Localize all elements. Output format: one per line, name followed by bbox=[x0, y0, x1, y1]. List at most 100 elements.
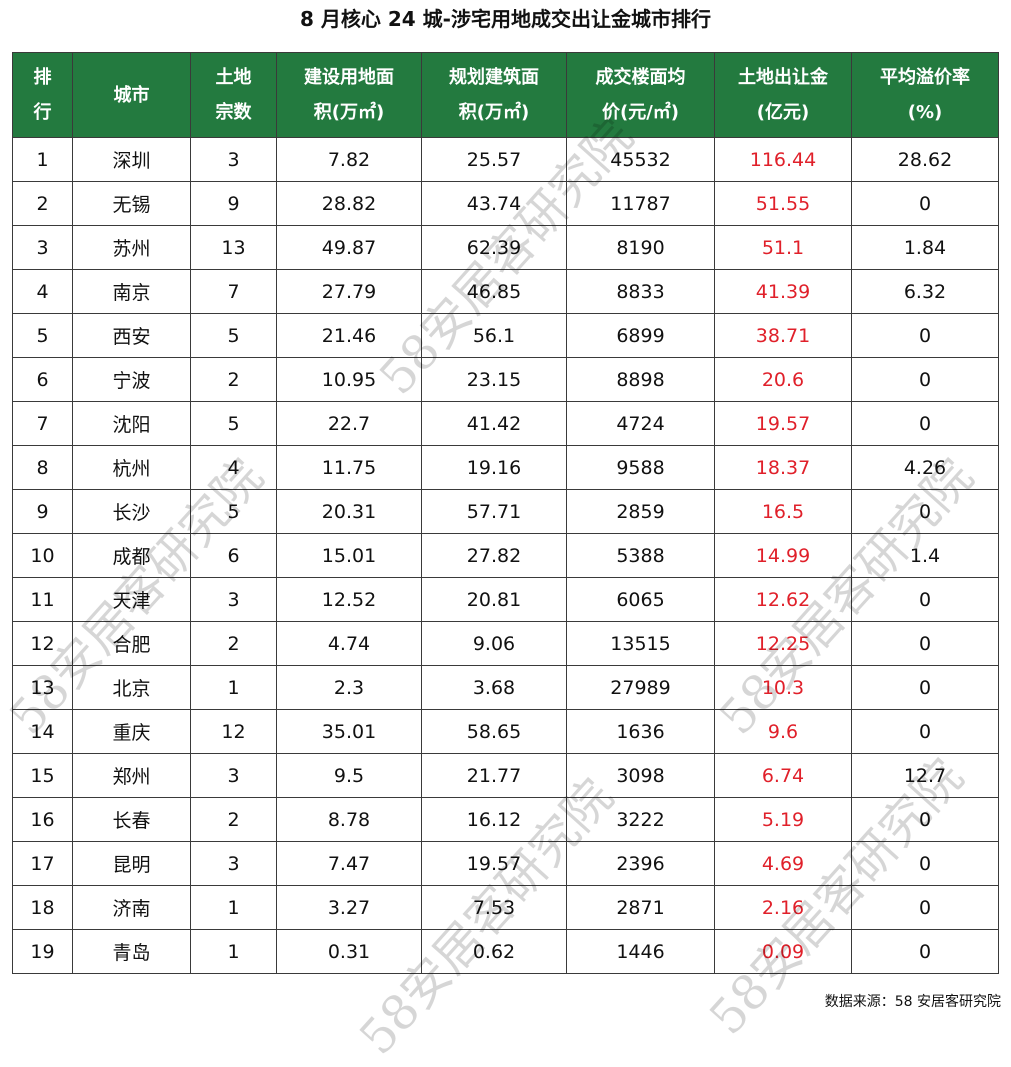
cell-site-area: 15.01 bbox=[276, 533, 422, 578]
cell-avg-floor-price: 4724 bbox=[566, 401, 715, 446]
cell-premium-rate: 1.4 bbox=[851, 533, 999, 578]
cell-transfer-fee: 14.99 bbox=[714, 533, 852, 578]
table-row: 11 天津 3 12.52 20.81 6065 12.62 0 bbox=[12, 577, 999, 622]
cell-parcel-count: 3 bbox=[190, 753, 277, 798]
cell-city: 沈阳 bbox=[72, 401, 191, 446]
cell-site-area: 7.82 bbox=[276, 137, 422, 182]
cell-premium-rate: 12.7 bbox=[851, 753, 999, 798]
cell-premium-rate: 0 bbox=[851, 797, 999, 842]
cell-rank: 8 bbox=[12, 445, 73, 490]
cell-transfer-fee: 116.44 bbox=[714, 137, 852, 182]
land-ranking-table: 排行城市 土地 宗数 建设用地面 积(万㎡) 规划建筑面 积(万㎡) 成交楼面均 价(元/㎡) 土… bbox=[12, 52, 999, 974]
cell-city: 青岛 bbox=[72, 929, 191, 974]
cell-rank: 6 bbox=[12, 357, 73, 402]
table-row: 5 西安 5 21.46 56.1 6899 38.71 0 bbox=[12, 313, 999, 358]
cell-premium-rate: 0 bbox=[851, 489, 999, 534]
cell-transfer-fee: 19.57 bbox=[714, 401, 852, 446]
cell-avg-floor-price: 45532 bbox=[566, 137, 715, 182]
header-site-area-line: 积(万㎡) bbox=[313, 102, 385, 123]
cell-transfer-fee: 38.71 bbox=[714, 313, 852, 358]
cell-parcel-count: 1 bbox=[190, 885, 277, 930]
table-row: 3 苏州 13 49.87 62.39 8190 51.1 1.84 bbox=[12, 225, 999, 270]
cell-transfer-fee: 20.6 bbox=[714, 357, 852, 402]
header-avg-floor-price-line: 成交楼面均 bbox=[595, 67, 686, 88]
table-row: 18 济南 1 3.27 7.53 2871 2.16 0 bbox=[12, 885, 999, 930]
cell-transfer-fee: 16.5 bbox=[714, 489, 852, 534]
cell-site-area: 35.01 bbox=[276, 709, 422, 754]
cell-premium-rate: 0 bbox=[851, 401, 999, 446]
cell-site-area: 10.95 bbox=[276, 357, 422, 402]
cell-floor-area: 27.82 bbox=[421, 533, 567, 578]
table-row: 12 合肥 2 4.74 9.06 13515 12.25 0 bbox=[12, 621, 999, 666]
cell-avg-floor-price: 27989 bbox=[566, 665, 715, 710]
cell-floor-area: 56.1 bbox=[421, 313, 567, 358]
cell-parcel-count: 2 bbox=[190, 621, 277, 666]
cell-avg-floor-price: 2871 bbox=[566, 885, 715, 930]
table-row: 4 南京 7 27.79 46.85 8833 41.39 6.32 bbox=[12, 269, 999, 314]
cell-site-area: 2.3 bbox=[276, 665, 422, 710]
cell-site-area: 7.47 bbox=[276, 841, 422, 886]
cell-site-area: 21.46 bbox=[276, 313, 422, 358]
cell-avg-floor-price: 13515 bbox=[566, 621, 715, 666]
cell-rank: 7 bbox=[12, 401, 73, 446]
header-row: 排行城市 土地 宗数 建设用地面 积(万㎡) 规划建筑面 积(万㎡) 成交楼面均 价(元/㎡) 土… bbox=[12, 52, 999, 138]
cell-site-area: 8.78 bbox=[276, 797, 422, 842]
cell-premium-rate: 1.84 bbox=[851, 225, 999, 270]
cell-parcel-count: 1 bbox=[190, 929, 277, 974]
cell-avg-floor-price: 1636 bbox=[566, 709, 715, 754]
table-row: 2 无锡 9 28.82 43.74 11787 51.55 0 bbox=[12, 181, 999, 226]
header-premium-rate-line: (%) bbox=[907, 102, 943, 123]
cell-premium-rate: 0 bbox=[851, 885, 999, 930]
table-title: 8 月核心 24 城-涉宅用地成交出让金城市排行 bbox=[300, 7, 711, 31]
cell-city: 无锡 bbox=[72, 181, 191, 226]
cell-city: 昆明 bbox=[72, 841, 191, 886]
header-floor-area-line: 积(万㎡) bbox=[458, 102, 530, 123]
cell-parcel-count: 1 bbox=[190, 665, 277, 710]
cell-floor-area: 46.85 bbox=[421, 269, 567, 314]
header-floor-area-line: 规划建筑面 bbox=[449, 67, 539, 88]
cell-transfer-fee: 51.55 bbox=[714, 181, 852, 226]
cell-site-area: 49.87 bbox=[276, 225, 422, 270]
cell-avg-floor-price: 2396 bbox=[566, 841, 715, 886]
cell-city: 杭州 bbox=[72, 445, 191, 490]
header-parcel-count-line: 宗数 bbox=[215, 102, 252, 123]
cell-premium-rate: 0 bbox=[851, 841, 999, 886]
cell-city: 苏州 bbox=[72, 225, 191, 270]
table-body: 1 深圳 3 7.82 25.57 45532 116.44 28.62 2 无锡 9 28.82 43… bbox=[12, 137, 999, 974]
cell-site-area: 9.5 bbox=[276, 753, 422, 798]
cell-rank: 16 bbox=[12, 797, 73, 842]
cell-transfer-fee: 12.25 bbox=[714, 621, 852, 666]
cell-city: 郑州 bbox=[72, 753, 191, 798]
cell-rank: 3 bbox=[12, 225, 73, 270]
cell-floor-area: 7.53 bbox=[421, 885, 567, 930]
cell-rank: 1 bbox=[12, 137, 73, 182]
cell-city: 重庆 bbox=[72, 709, 191, 754]
cell-parcel-count: 5 bbox=[190, 401, 277, 446]
cell-city: 天津 bbox=[72, 577, 191, 622]
cell-city: 合肥 bbox=[72, 621, 191, 666]
cell-site-area: 20.31 bbox=[276, 489, 422, 534]
header-city-line: 城市 bbox=[113, 84, 150, 106]
cell-parcel-count: 9 bbox=[190, 181, 277, 226]
cell-premium-rate: 0 bbox=[851, 929, 999, 974]
cell-rank: 5 bbox=[12, 313, 73, 358]
cell-rank: 4 bbox=[12, 269, 73, 314]
cell-floor-area: 9.06 bbox=[421, 621, 567, 666]
table-row: 1 深圳 3 7.82 25.57 45532 116.44 28.62 bbox=[12, 137, 999, 182]
data-source-note: 数据来源：58 安居客研究院 bbox=[824, 994, 1001, 1010]
cell-site-area: 22.7 bbox=[276, 401, 422, 446]
table-row: 8 杭州 4 11.75 19.16 9588 18.37 4.26 bbox=[12, 445, 999, 490]
cell-floor-area: 25.57 bbox=[421, 137, 567, 182]
header-parcel-count: 土地 宗数 bbox=[190, 52, 277, 138]
cell-rank: 17 bbox=[12, 841, 73, 886]
cell-parcel-count: 3 bbox=[190, 137, 277, 182]
cell-floor-area: 16.12 bbox=[421, 797, 567, 842]
cell-floor-area: 62.39 bbox=[421, 225, 567, 270]
header-transfer-fee: 土地出让金 (亿元) bbox=[714, 52, 852, 138]
table-row: 19 青岛 1 0.31 0.62 1446 0.09 0 bbox=[12, 929, 999, 974]
cell-parcel-count: 6 bbox=[190, 533, 277, 578]
cell-avg-floor-price: 2859 bbox=[566, 489, 715, 534]
cell-transfer-fee: 0.09 bbox=[714, 929, 852, 974]
cell-site-area: 4.74 bbox=[276, 621, 422, 666]
cell-transfer-fee: 41.39 bbox=[714, 269, 852, 314]
